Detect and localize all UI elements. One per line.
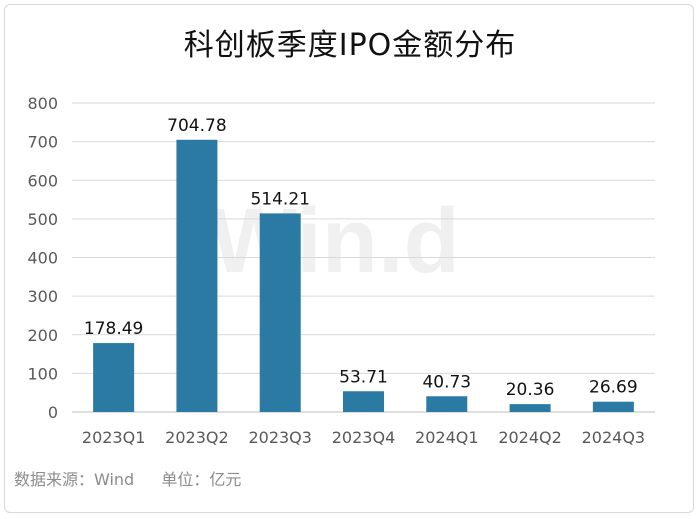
bar <box>93 343 135 412</box>
y-tick-label: 500 <box>27 210 58 229</box>
x-tick-label: 2023Q1 <box>82 428 146 447</box>
y-tick-label: 700 <box>27 133 58 152</box>
bar <box>426 396 468 412</box>
data-label: 178.49 <box>84 319 143 339</box>
data-label: 26.69 <box>589 378 638 398</box>
watermark: Win.d <box>210 190 460 292</box>
bar <box>592 401 634 412</box>
chart-frame <box>4 4 694 513</box>
y-tick-label: 600 <box>27 171 58 190</box>
footer: 数据来源：Wind 单位：亿元 <box>14 466 263 490</box>
unit-label: 单位：亿元 <box>161 470 242 489</box>
x-tick-label: 2024Q3 <box>582 428 646 447</box>
bar <box>259 213 301 412</box>
y-tick-label: 200 <box>27 326 58 345</box>
x-tick-label: 2024Q1 <box>415 428 479 447</box>
y-tick-label: 0 <box>48 403 58 422</box>
y-tick-label: 300 <box>27 287 58 306</box>
chart-title: 科创板季度IPO金额分布 <box>183 28 517 63</box>
data-source: 数据来源：Wind <box>14 470 135 489</box>
bar <box>176 139 218 412</box>
data-label: 704.78 <box>167 116 226 136</box>
bar <box>509 404 551 412</box>
data-label: 20.36 <box>506 380 555 400</box>
x-tick-label: 2023Q2 <box>165 428 229 447</box>
data-label: 514.21 <box>250 189 309 209</box>
y-tick-label: 100 <box>27 364 58 383</box>
x-tick-label: 2024Q2 <box>498 428 562 447</box>
y-tick-label: 400 <box>27 249 58 268</box>
x-tick-label: 2023Q3 <box>248 428 312 447</box>
bar <box>343 391 384 412</box>
data-label: 53.71 <box>339 367 388 387</box>
x-tick-label: 2023Q4 <box>332 428 396 447</box>
data-label: 40.73 <box>422 372 471 392</box>
y-tick-label: 800 <box>27 94 58 113</box>
